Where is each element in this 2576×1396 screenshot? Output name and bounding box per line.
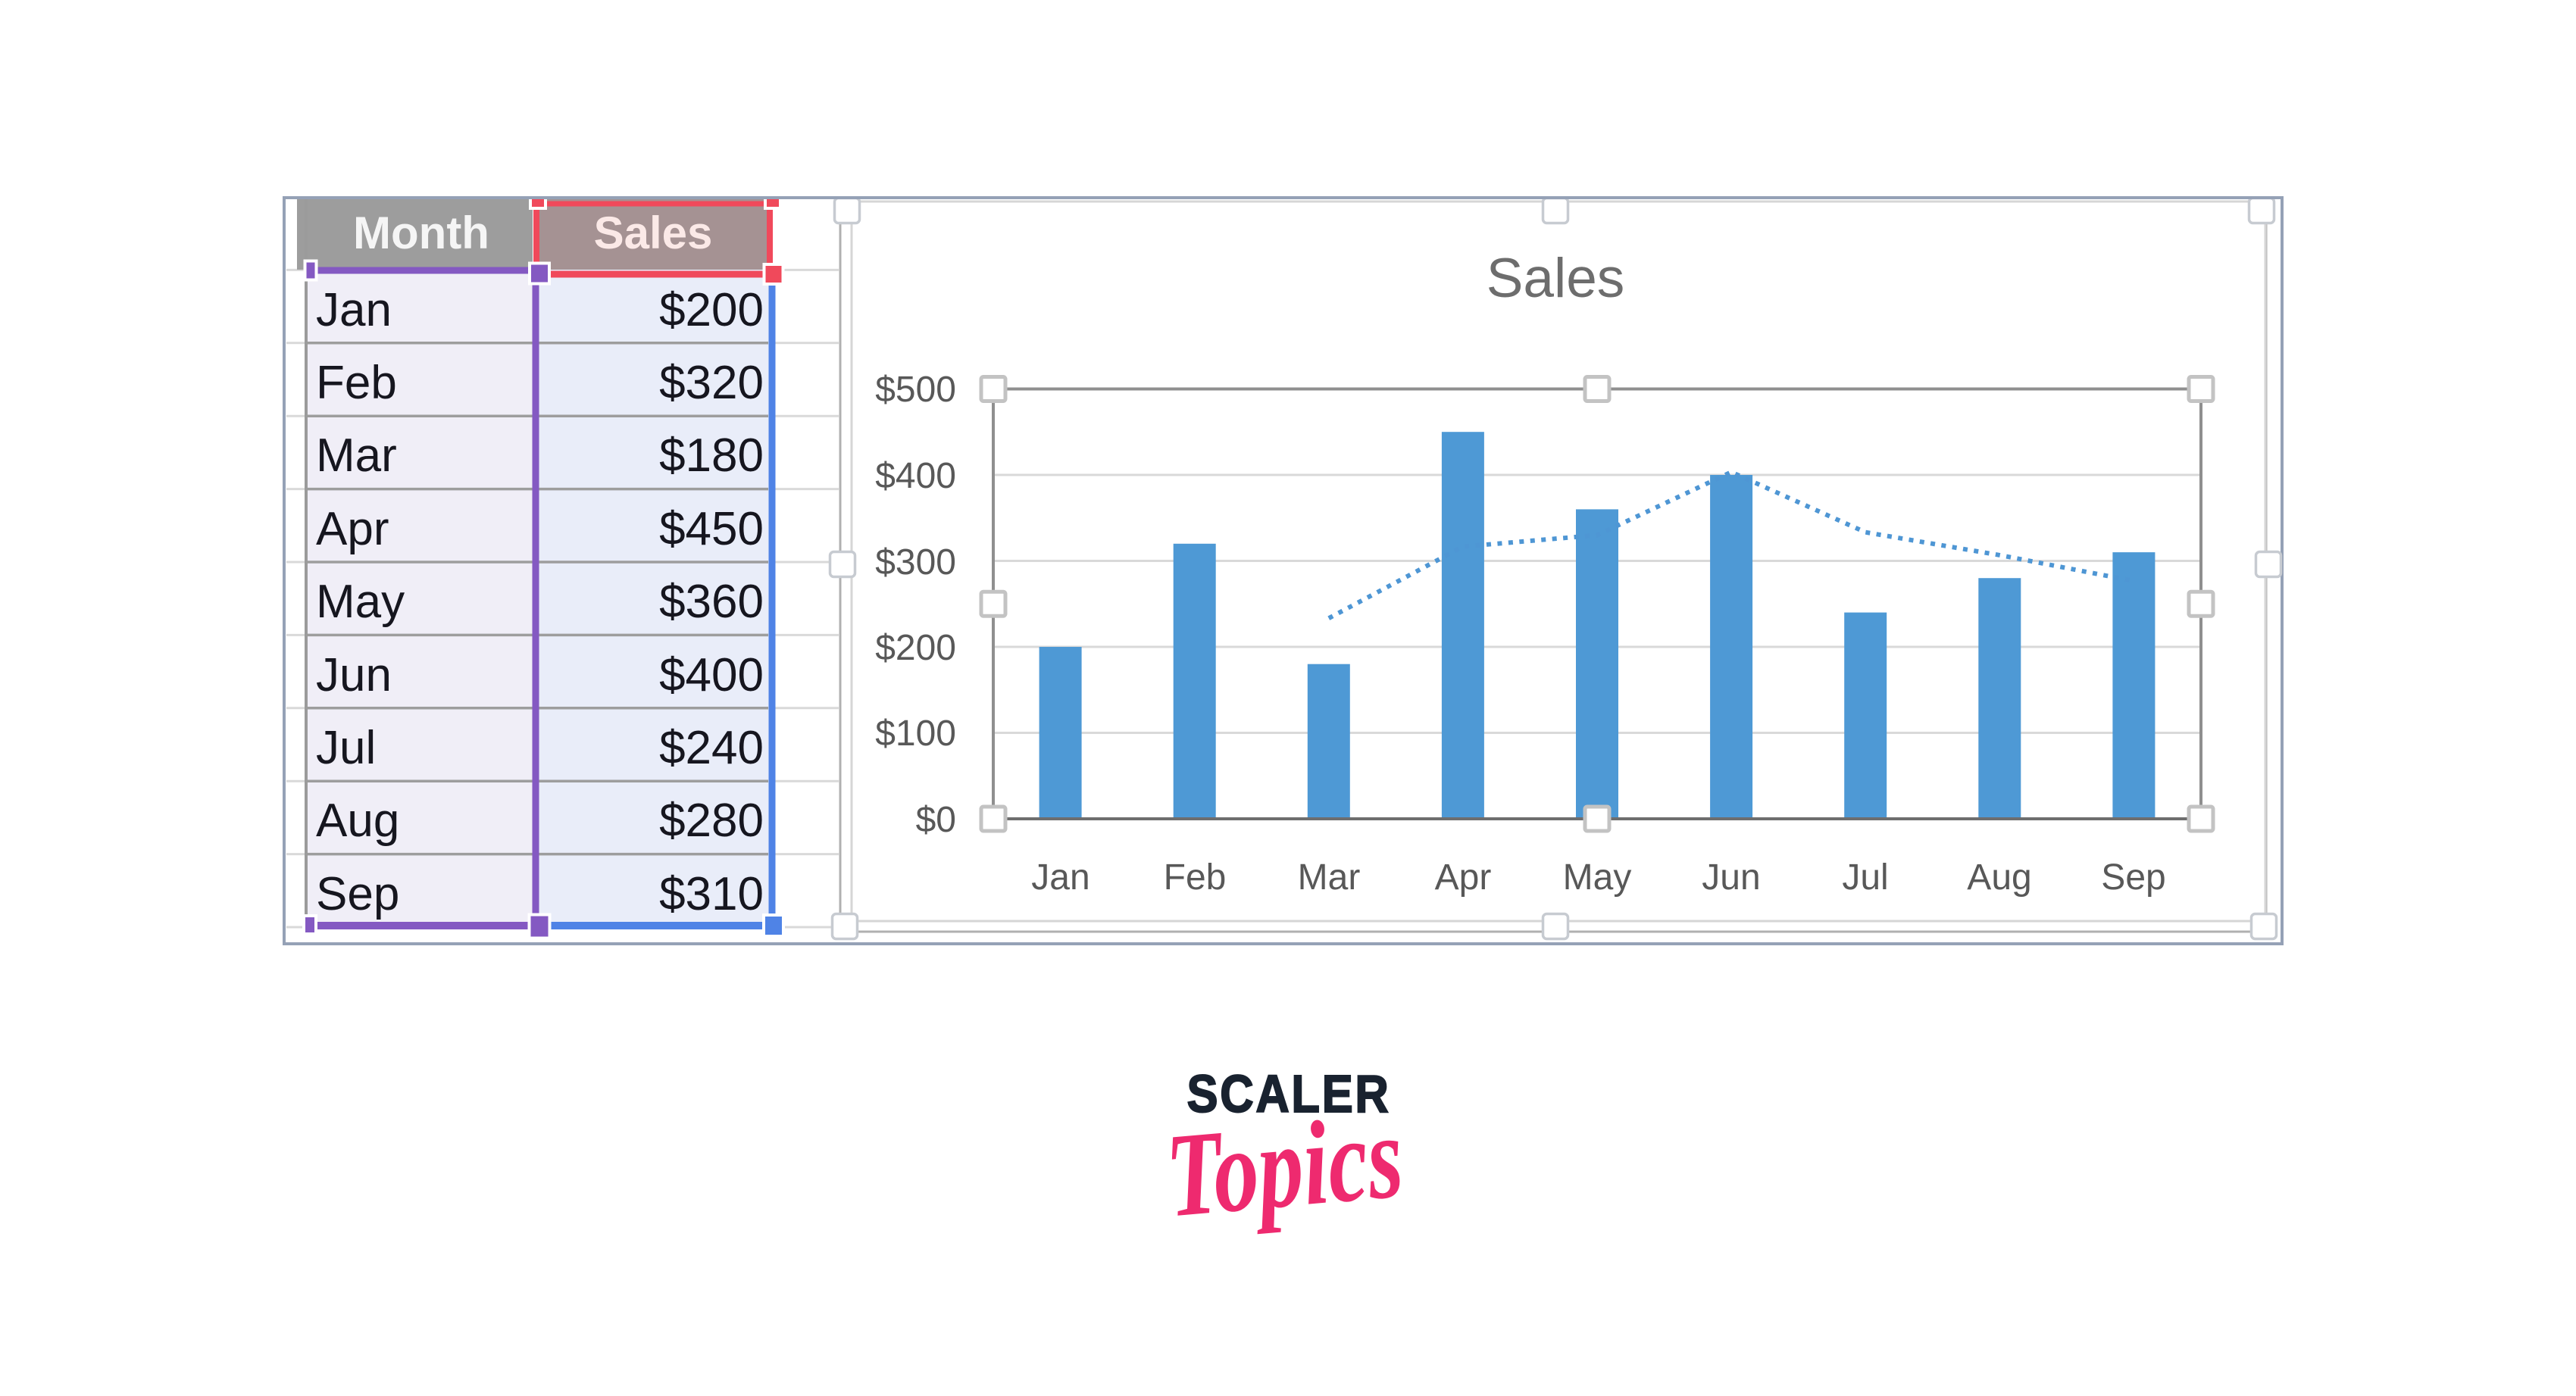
svg-text:Sep: Sep: [316, 868, 399, 920]
svg-text:Sales: Sales: [1487, 248, 1625, 309]
svg-text:Feb: Feb: [1164, 857, 1227, 898]
svg-text:$450: $450: [659, 503, 764, 555]
svg-text:Apr: Apr: [316, 503, 389, 555]
svg-text:$0: $0: [916, 800, 956, 840]
svg-text:Jul: Jul: [316, 722, 376, 774]
svg-text:$320: $320: [659, 357, 764, 409]
svg-text:$360: $360: [659, 576, 764, 628]
svg-text:$100: $100: [875, 714, 956, 754]
svg-text:$240: $240: [659, 722, 764, 774]
svg-text:Month: Month: [353, 208, 489, 258]
svg-text:Aug: Aug: [316, 795, 399, 847]
svg-text:Mar: Mar: [316, 429, 397, 482]
svg-text:Sep: Sep: [2101, 857, 2165, 898]
svg-text:Jan: Jan: [316, 284, 392, 336]
svg-text:$180: $180: [659, 429, 764, 482]
svg-text:Aug: Aug: [1967, 857, 2031, 898]
svg-text:Jul: Jul: [1842, 857, 1888, 898]
svg-text:Feb: Feb: [316, 357, 397, 409]
svg-text:$280: $280: [659, 795, 764, 847]
svg-text:Jan: Jan: [1031, 857, 1089, 898]
svg-text:$400: $400: [875, 456, 956, 496]
svg-text:Sales: Sales: [594, 208, 713, 258]
svg-text:$400: $400: [659, 649, 764, 701]
svg-text:Mar: Mar: [1298, 857, 1361, 898]
svg-text:$300: $300: [875, 542, 956, 582]
svg-text:$310: $310: [659, 868, 764, 920]
svg-text:Apr: Apr: [1435, 857, 1492, 898]
svg-text:Topics: Topics: [1161, 1091, 1408, 1243]
svg-text:May: May: [1563, 857, 1632, 898]
svg-text:$200: $200: [659, 284, 764, 336]
svg-text:$500: $500: [875, 370, 956, 410]
svg-text:Jun: Jun: [316, 649, 392, 701]
svg-text:SCALER: SCALER: [1186, 1063, 1390, 1123]
svg-text:May: May: [316, 576, 405, 628]
svg-text:$200: $200: [875, 628, 956, 668]
svg-text:Jun: Jun: [1702, 857, 1760, 898]
